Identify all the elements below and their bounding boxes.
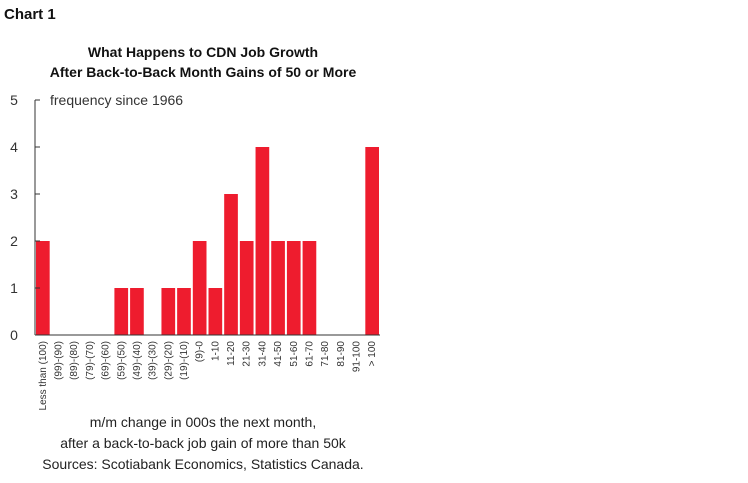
x-tick-label: (29)-(20) xyxy=(163,341,174,380)
x-tick-label: (99)-(90) xyxy=(54,341,65,380)
x-tick-label: 41-50 xyxy=(273,341,284,367)
bar-12 xyxy=(224,194,238,335)
y-tick-label: 5 xyxy=(10,92,18,108)
chart-title-line-1: What Happens to CDN Job Growth xyxy=(87,44,319,60)
bar-11 xyxy=(208,288,223,335)
y-tick-label: 3 xyxy=(10,186,18,202)
x-tick-label: 71-80 xyxy=(320,341,331,367)
y-tick-label: 4 xyxy=(10,139,18,155)
x-tick-label: (59)-(50) xyxy=(116,341,127,380)
bar-21 xyxy=(365,147,379,335)
x-tick-label: 31-40 xyxy=(257,341,268,367)
x-tick-label: (49)-(40) xyxy=(132,341,143,380)
x-tick-label: 51-60 xyxy=(289,341,300,367)
x-tick-label: 61-70 xyxy=(304,341,315,367)
bar-6 xyxy=(130,288,144,335)
axes-group xyxy=(34,99,380,336)
x-tick-label: 21-30 xyxy=(242,341,253,367)
y-tick-label: 1 xyxy=(10,280,18,296)
bar-5 xyxy=(114,288,129,335)
x-tick-label: > 100 xyxy=(367,341,378,367)
bars-group xyxy=(36,147,379,335)
x-axis-label-line-2: after a back-to-back job gain of more th… xyxy=(60,435,346,451)
x-tick-label: (89)-(80) xyxy=(69,341,80,380)
bar-10 xyxy=(192,241,207,335)
x-tick-label: (39)-(30) xyxy=(148,341,159,380)
x-tick-label: (69)-(60) xyxy=(101,341,112,380)
bar-8 xyxy=(161,288,176,335)
bar-0 xyxy=(36,241,50,335)
y-tick-label: 2 xyxy=(10,233,18,249)
x-tick-label: (9)-0 xyxy=(195,341,206,363)
chart-title-line-2: After Back-to-Back Month Gains of 50 or … xyxy=(49,64,357,80)
source-note: Sources: Scotiabank Economics, Statistic… xyxy=(42,456,364,472)
bar-17 xyxy=(302,241,317,335)
bar-13 xyxy=(239,241,254,335)
x-tick-label: (19)-(10) xyxy=(179,341,190,380)
x-tick-label: 1-10 xyxy=(210,341,221,361)
x-tick-labels: Less than (100) (99)-(90) (89)-(80) (79)-(7… xyxy=(38,341,378,411)
x-tick-label: 91-100 xyxy=(351,341,362,373)
bar-9 xyxy=(177,288,191,335)
y-tick-label: 0 xyxy=(10,327,18,343)
x-axis-label-line-1: m/m change in 000s the next month, xyxy=(89,414,317,430)
bar-14 xyxy=(255,147,270,335)
bar-16 xyxy=(286,241,301,335)
bar-15 xyxy=(271,241,285,335)
x-tick-label: 11-20 xyxy=(226,341,237,366)
x-tick-label: (79)-(70) xyxy=(85,341,96,380)
x-tick-label: 81-90 xyxy=(336,341,347,367)
y-tick-labels: 0 1 2 3 4 5 xyxy=(10,92,18,343)
x-tick-label: Less than (100) xyxy=(38,341,49,411)
chart-number-label: Chart 1 xyxy=(4,6,56,23)
chart-subtitle: frequency since 1966 xyxy=(50,92,184,108)
